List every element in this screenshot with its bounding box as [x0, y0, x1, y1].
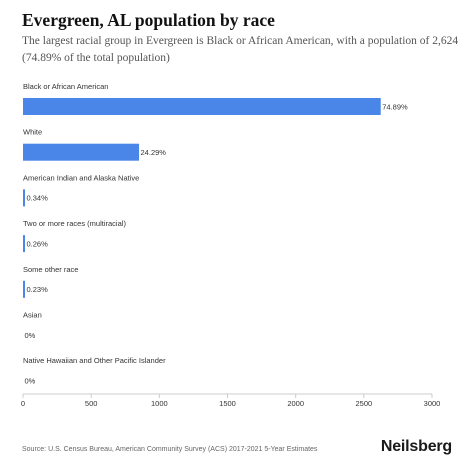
x-tick-label: 0	[21, 399, 25, 408]
bar	[23, 280, 25, 298]
category-label: Black or African American	[23, 82, 108, 91]
category-label: American Indian and Alaska Native	[23, 173, 139, 182]
data-label: 74.89%	[382, 102, 408, 111]
x-tick-label: 1500	[219, 399, 236, 408]
source-note: Source: U.S. Census Bureau, American Com…	[22, 446, 318, 453]
x-tick-label: 3000	[424, 399, 441, 408]
data-label: 0%	[25, 377, 36, 386]
category-label: Asian	[23, 311, 42, 320]
data-label: 0%	[25, 331, 36, 340]
bar	[23, 189, 25, 207]
x-tick-label: 2000	[287, 399, 304, 408]
chart-subtitle: The largest racial group in Evergreen is…	[22, 35, 459, 64]
data-label: 0.26%	[27, 239, 49, 248]
category-label: White	[23, 128, 42, 137]
category-label: Native Hawaiian and Other Pacific Island…	[23, 356, 166, 365]
category-label: Some other race	[23, 265, 78, 274]
category-label: Two or more races (multiracial)	[23, 219, 126, 228]
data-label: 0.23%	[27, 285, 49, 294]
chart-title: Evergreen, AL population by race	[22, 10, 275, 30]
brand-logo: Neilsberg	[380, 438, 452, 455]
x-tick-label: 1000	[151, 399, 168, 408]
x-tick-label: 2500	[355, 399, 372, 408]
x-tick-label: 500	[85, 399, 98, 408]
bar	[23, 235, 25, 253]
bar	[23, 143, 140, 161]
data-label: 0.34%	[27, 194, 49, 203]
bar	[23, 98, 381, 115]
data-label: 24.29%	[141, 148, 167, 157]
